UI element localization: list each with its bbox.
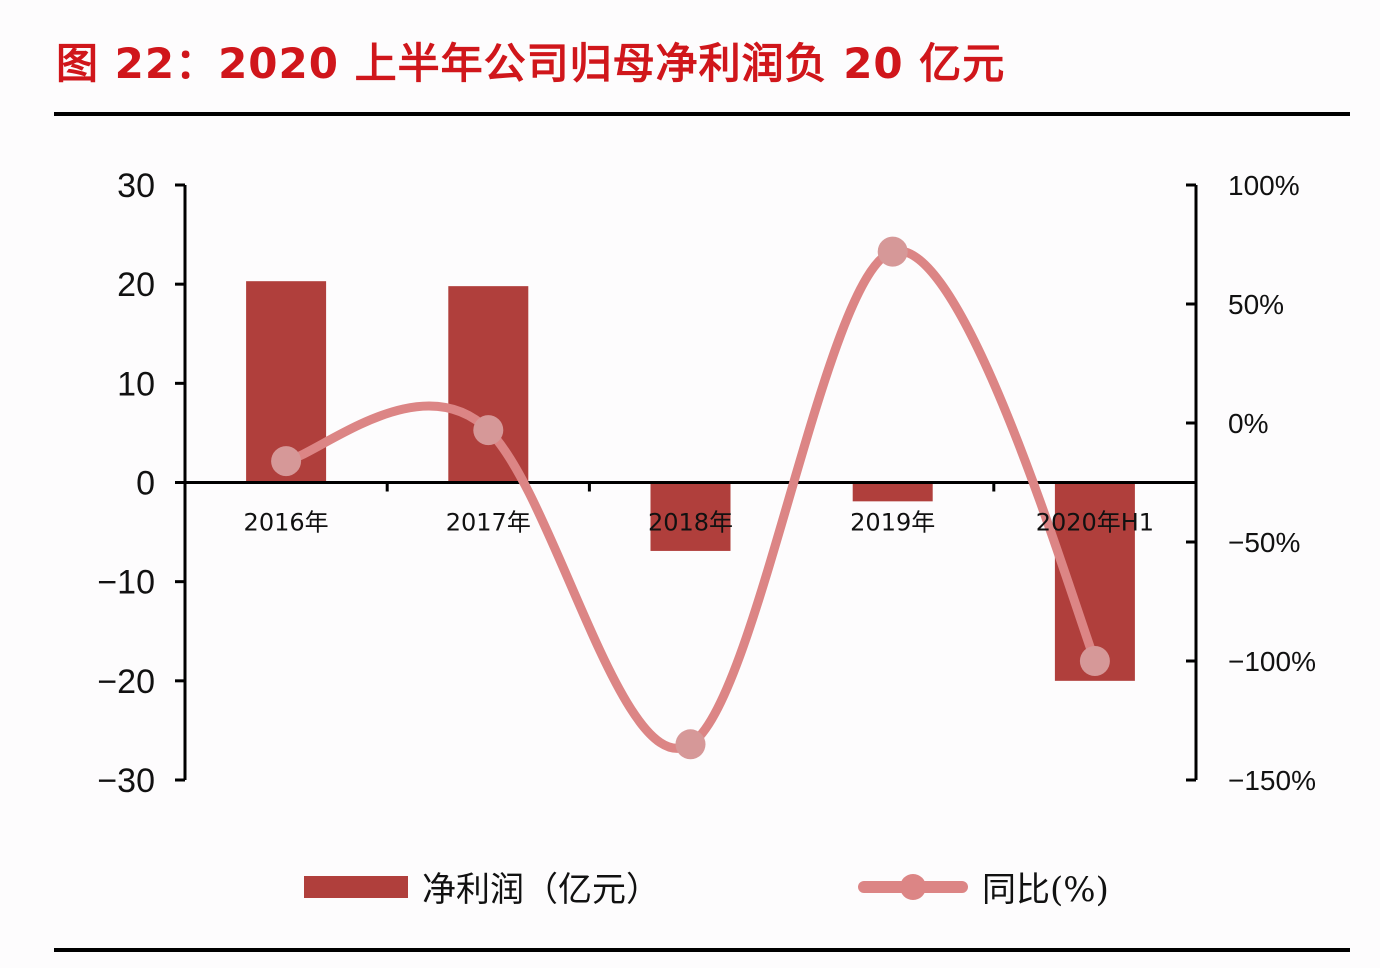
chart-title: 图 22：2020 上半年公司归母净利润负 20 亿元 <box>56 39 1006 88</box>
category-label: 2019年 <box>850 509 935 537</box>
legend-label: 净利润（亿元） <box>422 870 660 910</box>
line-series <box>271 236 1110 760</box>
axis-labels: 30 20 10 0 −10 −20 −30 100% 50% 0% −50% −100% −150% 2… <box>97 167 1316 800</box>
legend-label: 同比(%) <box>982 870 1109 910</box>
left-tick-label: −10 <box>97 564 155 602</box>
right-tick-label: 100% <box>1228 170 1300 201</box>
left-tick-label: −20 <box>97 663 155 701</box>
right-tick-label: −50% <box>1228 527 1300 558</box>
line-marker <box>473 415 504 446</box>
legend-item-net-profit: 净利润（亿元） <box>304 862 660 911</box>
right-tick-label: −100% <box>1228 646 1316 677</box>
category-label: 2020年H1 <box>1036 509 1154 537</box>
bar <box>852 482 933 502</box>
left-tick-label: 30 <box>117 167 155 205</box>
line-marker <box>1079 646 1110 676</box>
left-tick-label: 0 <box>136 465 155 503</box>
category-label: 2016年 <box>244 509 329 537</box>
left-tick-label: −30 <box>97 762 155 800</box>
line-marker <box>271 446 302 477</box>
right-tick-label: 0% <box>1228 408 1268 439</box>
bar-swatch-icon <box>304 875 408 898</box>
axes <box>175 183 1198 782</box>
bar <box>650 482 731 551</box>
left-tick-label: 10 <box>117 365 155 403</box>
bar <box>448 286 529 483</box>
line-marker <box>675 729 706 760</box>
category-label: 2018年 <box>648 509 733 537</box>
yoy-line <box>281 246 1100 753</box>
left-tick-label: 20 <box>117 266 155 304</box>
bottom-rule <box>54 948 1350 952</box>
line-marker-swatch-icon <box>858 873 968 900</box>
category-label: 2017年 <box>446 509 531 537</box>
top-rule <box>54 112 1350 116</box>
right-tick-label: −150% <box>1228 765 1316 796</box>
legend-item-yoy: 同比(%) <box>858 862 1109 911</box>
line-marker <box>877 236 908 267</box>
right-tick-label: 50% <box>1228 289 1284 320</box>
